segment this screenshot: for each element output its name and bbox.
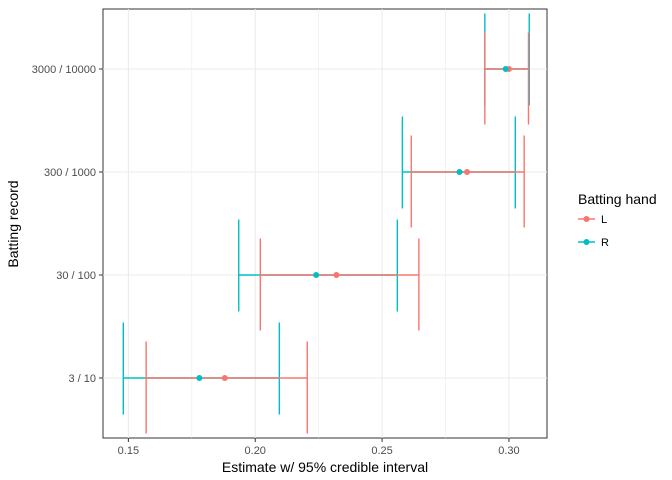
legend-label: R <box>601 237 609 249</box>
x-axis-title: Estimate w/ 95% credible interval <box>222 459 428 475</box>
x-tick-label: 0.30 <box>498 445 519 457</box>
estimate-point <box>221 375 228 381</box>
y-tick-label: 30 / 100 <box>56 270 96 282</box>
legend-key-point <box>583 239 590 245</box>
estimate-point <box>502 66 509 72</box>
legend-title: Batting hand <box>578 191 657 207</box>
axes: 0.15 0.20 0.25 0.30 3 / 10 30 / 100 300 / 1000… <box>32 64 520 457</box>
x-tick-label: 0.25 <box>371 445 392 457</box>
estimate-point <box>464 169 471 175</box>
x-tick-label: 0.15 <box>118 445 139 457</box>
y-tick-label: 300 / 1000 <box>44 167 96 179</box>
panel-border <box>102 8 548 439</box>
y-tick-label: 3000 / 10000 <box>32 64 96 76</box>
legend: Batting hand LR <box>578 191 657 249</box>
legend-key-point <box>583 216 590 222</box>
marks <box>122 13 530 434</box>
estimate-point <box>456 169 463 175</box>
estimate-point <box>196 375 203 381</box>
estimate-point <box>333 272 340 278</box>
estimate-point <box>313 272 320 278</box>
y-tick-label: 3 / 10 <box>68 373 96 385</box>
x-tick-label: 0.20 <box>245 445 266 457</box>
y-axis-title: Batting record <box>5 180 21 267</box>
legend-label: L <box>601 214 607 226</box>
